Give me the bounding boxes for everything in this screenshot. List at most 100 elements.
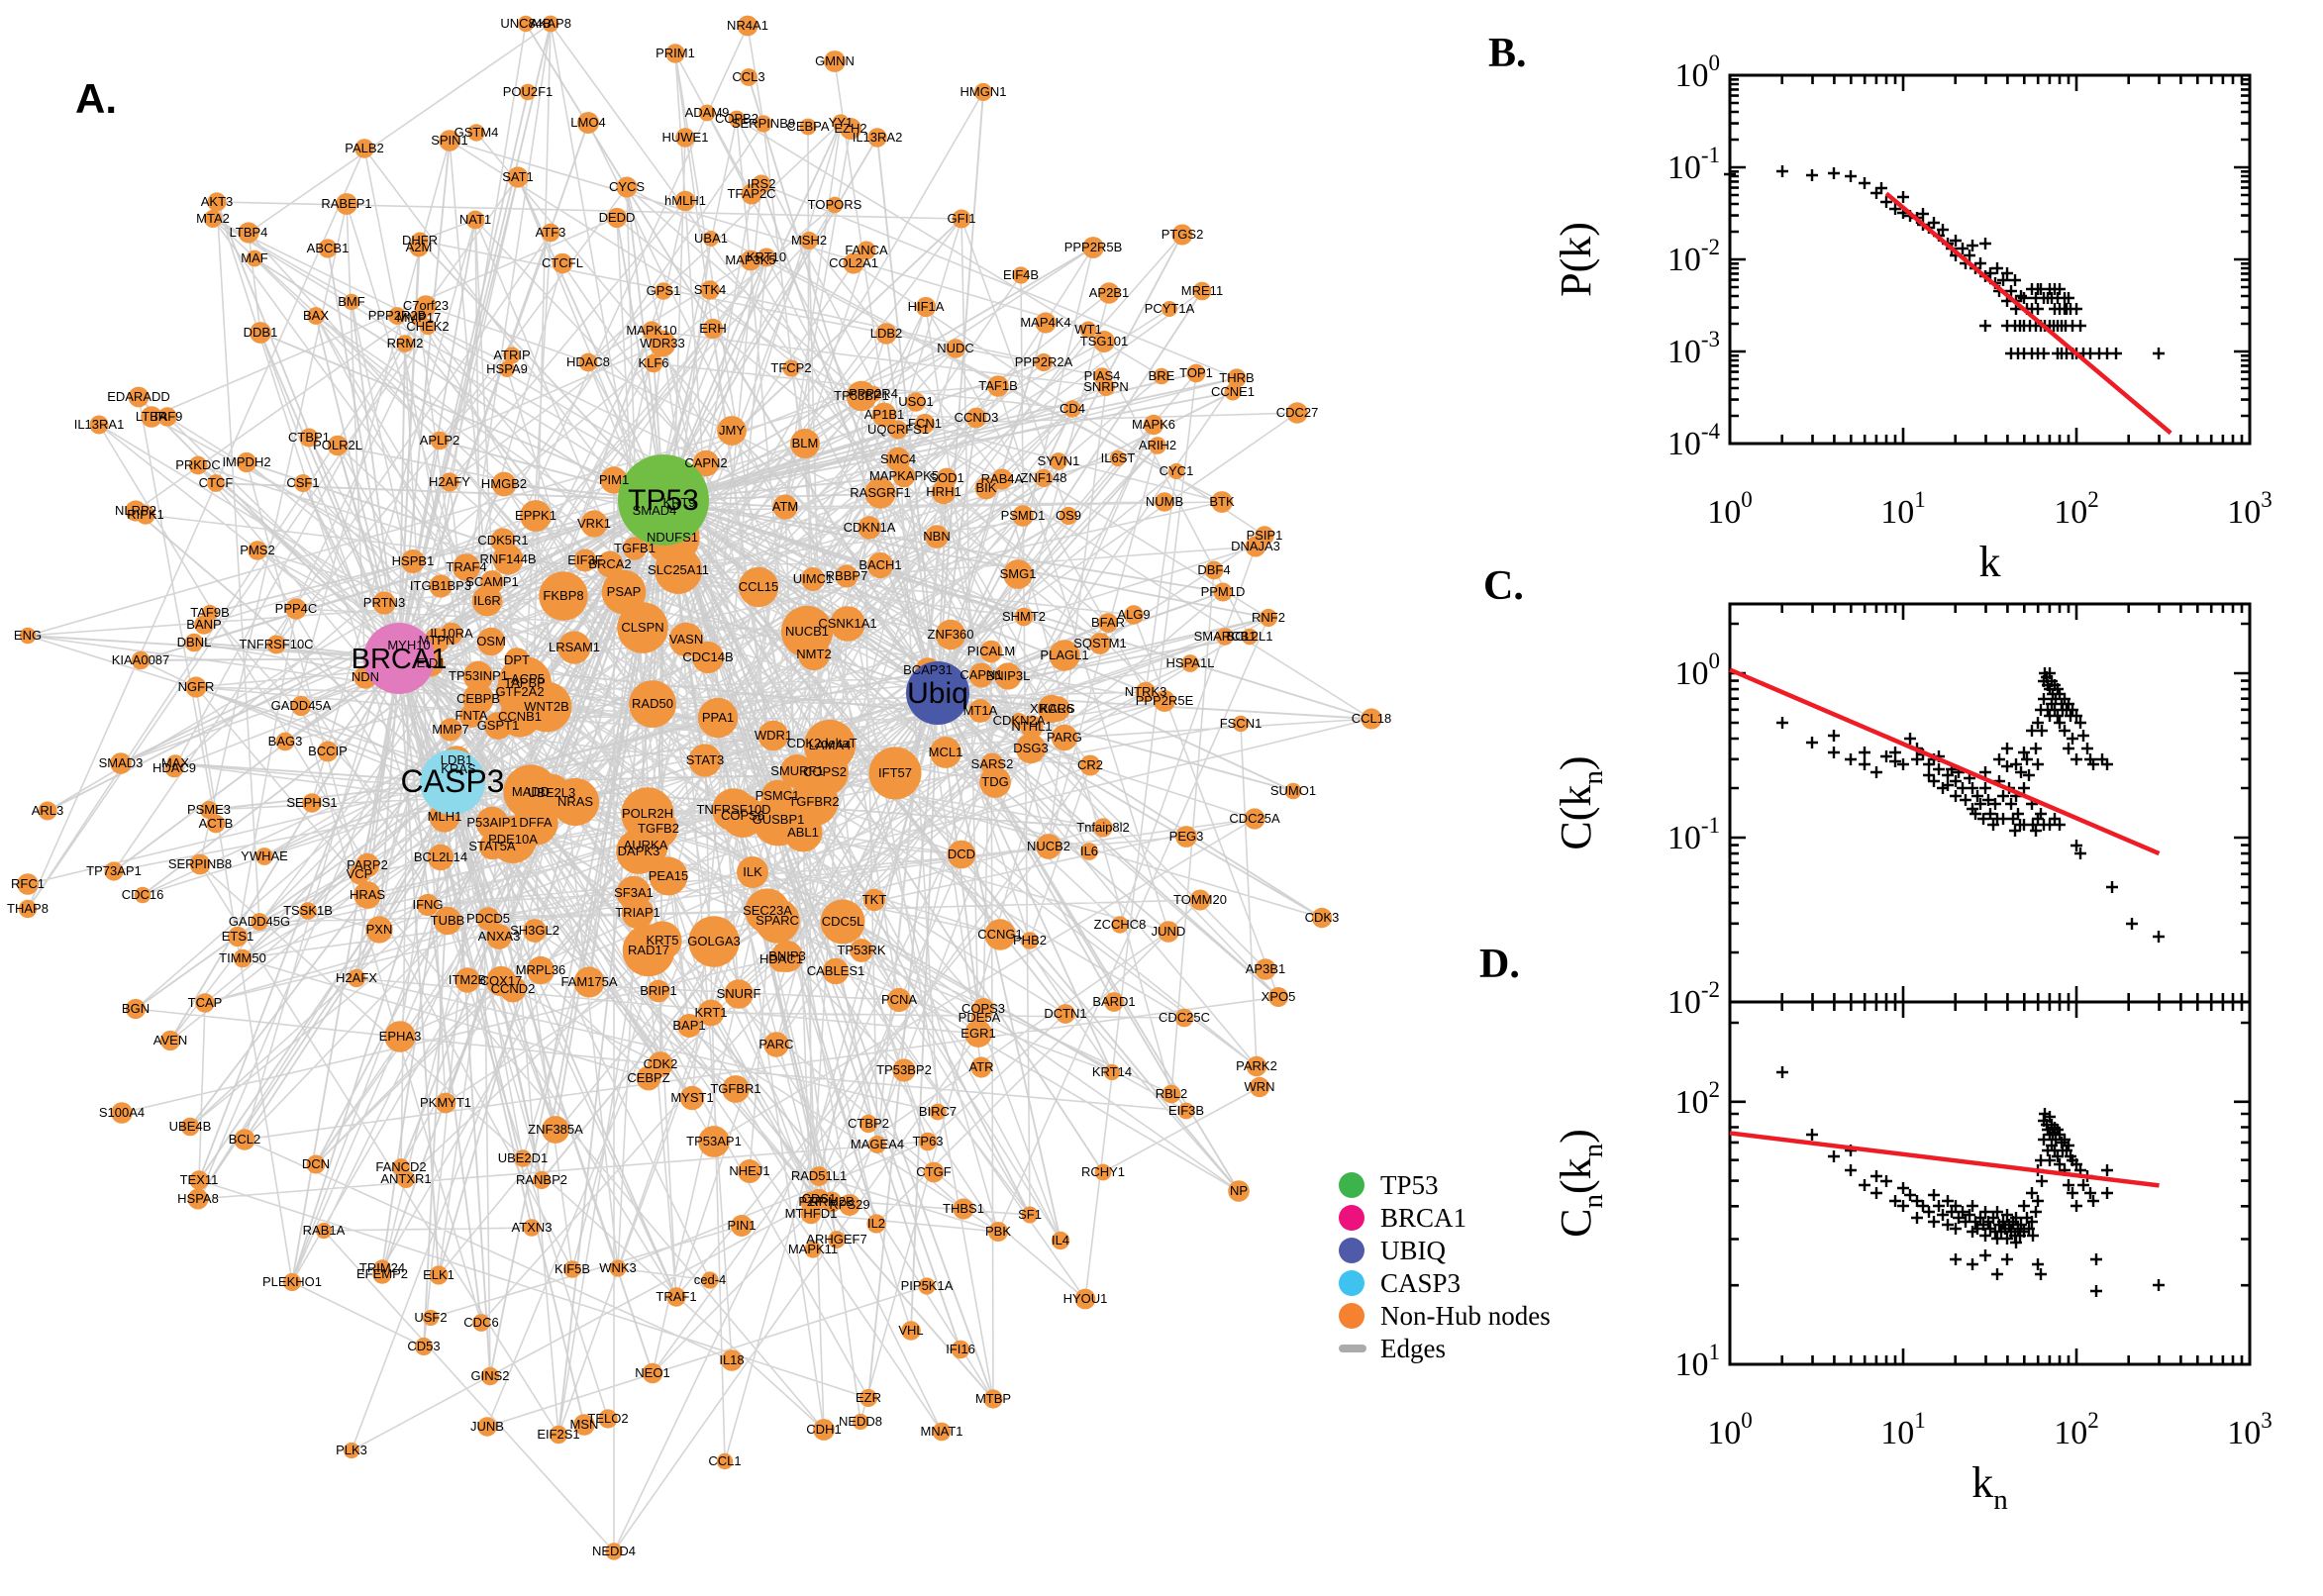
node-label: NBN — [923, 529, 950, 544]
node-label: RIPK1 — [127, 507, 164, 522]
network-node — [1268, 987, 1288, 1007]
legend-label: CASP3 — [1380, 1268, 1461, 1298]
node-label: HRH1 — [926, 484, 960, 499]
network-node — [679, 1085, 705, 1111]
node-label: DHFR — [402, 233, 438, 248]
node-label: TOPORS — [808, 197, 862, 212]
network-node — [275, 732, 295, 751]
node-label: COL2A1 — [829, 255, 878, 270]
node-label: MRPL36 — [516, 962, 566, 977]
node-label: HDAC8 — [566, 354, 610, 369]
node-label: PDE10A — [488, 832, 538, 847]
node-label: NAT1 — [459, 212, 491, 227]
node-label: EDARADD — [107, 389, 170, 404]
node-label: TAF1B — [978, 378, 1018, 393]
node-label: ATXN3 — [512, 1220, 553, 1235]
node-label: COPB2 — [715, 111, 758, 126]
node-label: SEPHS1 — [286, 795, 337, 810]
x-tick-label: 103 — [2227, 1408, 2272, 1451]
network-node — [820, 899, 865, 945]
node-label: SNRPN — [1083, 379, 1129, 394]
node-label: CDC25C — [1159, 1010, 1210, 1025]
node-label: AVEN — [153, 1033, 187, 1047]
network-node — [1045, 696, 1070, 722]
network-node — [623, 537, 647, 560]
x-tick-label: 100 — [1707, 1408, 1753, 1451]
node-label: GTF2A2 — [495, 684, 544, 699]
network-node — [1192, 281, 1212, 301]
network-panel: STAT3 PPA1 TNFRSF10D RAD50 POLR2H COPS6 TGFB2 A… — [7, 15, 1391, 1560]
hub-node-brca1 — [363, 623, 435, 694]
node-label: EIF4B — [1003, 267, 1039, 282]
network-node — [1104, 992, 1124, 1012]
legend-label: UBIQ — [1380, 1236, 1446, 1265]
node-label: AKAP8 — [530, 16, 571, 31]
node-label: TCAP — [188, 995, 223, 1010]
node-label: TRIAP1 — [615, 905, 660, 920]
network-node — [282, 1272, 302, 1292]
network-node — [757, 248, 776, 267]
network-node — [557, 631, 591, 664]
node-label: TP53INP1 — [449, 668, 508, 683]
scatter-points — [1776, 1066, 2165, 1297]
network-node — [1056, 1004, 1075, 1024]
node-label: NP — [1230, 1183, 1248, 1198]
network-node — [772, 494, 798, 520]
node-label: CDC27 — [1276, 405, 1319, 420]
network-node — [401, 549, 425, 573]
node-label: SERPINB9 — [732, 116, 795, 131]
network-node — [38, 801, 57, 821]
node-label: AP1B1 — [864, 407, 904, 422]
network-node — [758, 720, 789, 751]
network-node — [866, 1214, 886, 1234]
node-label: CCL18 — [1352, 711, 1391, 726]
network-node — [18, 899, 38, 919]
network-node — [780, 605, 834, 658]
node-label: MSN — [570, 1417, 599, 1432]
network-node — [136, 505, 155, 525]
network-node — [578, 352, 598, 372]
node-label: EIF3F — [567, 552, 602, 567]
node-label: A2M — [406, 240, 433, 254]
network-node — [915, 296, 937, 318]
network-node — [858, 516, 881, 540]
node-label: TIMM50 — [219, 950, 266, 965]
node-label: TRIM24 — [359, 1260, 405, 1275]
node-label: MYST1 — [670, 1090, 713, 1105]
x-tick-label: 103 — [2227, 487, 2272, 531]
node-label: BRE — [1149, 368, 1175, 383]
network-node — [1051, 724, 1078, 751]
node-label: EPPK1 — [515, 508, 556, 523]
node-label: WDR1 — [755, 728, 792, 743]
network-node — [1255, 526, 1274, 546]
node-label: EFEMP2 — [356, 1266, 408, 1281]
node-label: MTA2 — [196, 211, 230, 226]
node-label: CCNG1 — [977, 927, 1023, 942]
network-node — [1035, 312, 1057, 334]
network-node — [702, 318, 724, 340]
node-label: JMY — [719, 423, 745, 438]
node-label: ARIH2 — [1139, 438, 1176, 452]
network-node — [609, 1259, 627, 1277]
network-node — [250, 322, 271, 344]
node-label: RBL2 — [1156, 1086, 1188, 1101]
node-label: IL6 — [1080, 844, 1098, 858]
node-label: KARS — [1040, 701, 1075, 716]
node-label: HRAS — [350, 887, 385, 902]
node-label: NEDD4 — [592, 1544, 636, 1558]
network-node — [970, 1056, 992, 1078]
network-node — [1012, 266, 1030, 284]
node-label: SMAD3 — [99, 755, 144, 770]
node-label: ITM2B — [449, 972, 486, 987]
chart-D: 100 101 102 103 102 101 kn Cn(kn) — [1552, 1000, 2272, 1516]
network-node — [716, 1452, 734, 1470]
network-node — [642, 1362, 663, 1384]
network-node — [504, 648, 530, 673]
node-label: CTBP2 — [848, 1116, 889, 1131]
node-label: PPP2R2B — [368, 308, 427, 323]
node-label: LAMA4 — [809, 738, 852, 752]
network-node — [1174, 1008, 1194, 1028]
